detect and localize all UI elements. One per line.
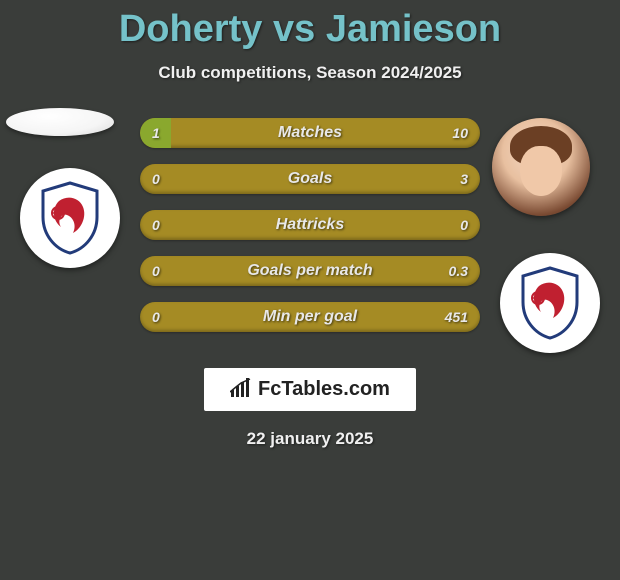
brand-badge: FcTables.com <box>204 368 416 411</box>
page-title: Doherty vs Jamieson <box>0 0 620 51</box>
stat-right-value: 0.3 <box>449 256 468 286</box>
stat-label: Hattricks <box>140 210 480 240</box>
club-shield-icon <box>519 266 581 340</box>
stat-bar: 0Goals per match0.3 <box>140 256 480 286</box>
snapshot-date: 22 january 2025 <box>0 429 620 449</box>
brand-chart-icon <box>230 378 252 398</box>
player-left-avatar <box>6 108 114 136</box>
stat-right-value: 3 <box>460 164 468 194</box>
stat-label: Goals per match <box>140 256 480 286</box>
comparison-content: 1Matches100Goals30Hattricks00Goals per m… <box>0 108 620 368</box>
stat-label: Goals <box>140 164 480 194</box>
player-right-avatar <box>492 118 590 216</box>
stat-bar: 0Goals3 <box>140 164 480 194</box>
page-subtitle: Club competitions, Season 2024/2025 <box>0 63 620 83</box>
stat-bar: 0Hattricks0 <box>140 210 480 240</box>
comparison-bars: 1Matches100Goals30Hattricks00Goals per m… <box>140 118 480 348</box>
club-shield-icon <box>39 181 101 255</box>
stat-bar: 0Min per goal451 <box>140 302 480 332</box>
stat-right-value: 451 <box>445 302 468 332</box>
footer: FcTables.com 22 january 2025 <box>0 368 620 449</box>
stat-bar: 1Matches10 <box>140 118 480 148</box>
stat-right-value: 10 <box>452 118 468 148</box>
brand-text: FcTables.com <box>258 378 390 400</box>
stat-label: Matches <box>140 118 480 148</box>
stat-label: Min per goal <box>140 302 480 332</box>
player-left-club-badge <box>20 168 120 268</box>
stat-right-value: 0 <box>460 210 468 240</box>
player-right-club-badge <box>500 253 600 353</box>
